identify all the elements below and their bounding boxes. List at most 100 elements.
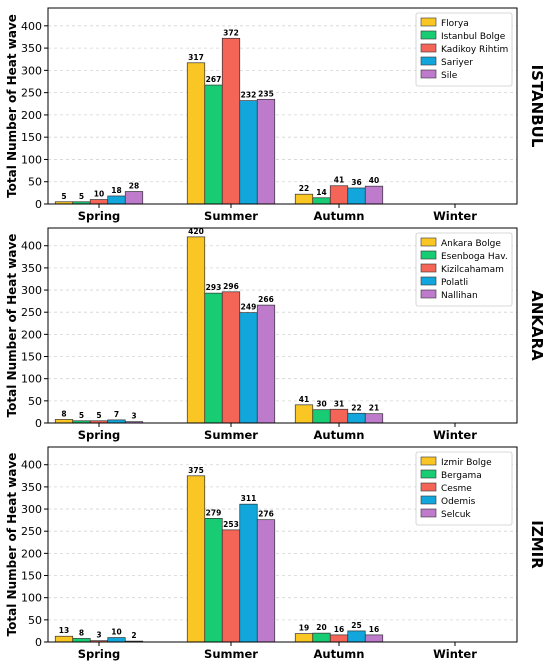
bar	[364, 634, 384, 643]
bar	[221, 291, 241, 424]
bar	[312, 409, 331, 424]
data-label: 249	[241, 303, 257, 312]
y-tick-label: 350	[21, 481, 42, 494]
data-label: 7	[114, 410, 119, 419]
y-tick-label: 50	[28, 614, 42, 627]
bar	[239, 100, 258, 205]
bar	[89, 199, 109, 205]
legend-label: Bergama	[441, 471, 482, 481]
legend-swatch	[420, 495, 437, 505]
bar	[364, 413, 384, 424]
data-label: 41	[334, 176, 344, 185]
y-tick-label: 350	[21, 262, 42, 275]
legend-swatch	[420, 17, 437, 27]
x-tick-label: Summer	[204, 647, 258, 661]
data-label: 3	[96, 631, 101, 640]
y-axis-label: Total Number of Heat wave	[5, 453, 19, 637]
bar	[329, 408, 349, 424]
data-label: 22	[351, 403, 361, 412]
x-tick-label: Autumn	[314, 647, 365, 661]
legend-label: Esenboga Hav.	[441, 252, 508, 262]
legend-label: Florya	[441, 19, 469, 29]
legend-swatch	[420, 69, 437, 79]
bar	[186, 62, 206, 205]
data-label: 311	[241, 494, 257, 503]
legend-swatch	[420, 263, 437, 273]
bar	[124, 191, 144, 205]
panel-label: ANKARA	[528, 290, 546, 361]
bar	[364, 185, 384, 205]
y-tick-label: 250	[21, 525, 42, 538]
bar	[294, 404, 314, 424]
legend-label: Selcuk	[441, 510, 471, 520]
y-tick-label: 250	[21, 306, 42, 319]
legend-swatch	[420, 30, 437, 40]
y-tick-label: 0	[35, 198, 42, 211]
panel-label: IZMIR	[528, 520, 546, 569]
data-label: 5	[79, 411, 84, 420]
bar	[294, 193, 314, 205]
legend-label: Polatli	[441, 278, 468, 288]
y-tick-label: 100	[21, 153, 42, 166]
bar	[294, 633, 314, 643]
legend-swatch	[420, 482, 437, 492]
legend: Ankara Bolge Esenboga Hav. Kizilcahamam Pol…	[415, 232, 513, 307]
y-tick-label: 200	[21, 328, 42, 341]
data-label: 293	[206, 283, 222, 292]
x-tick-label: Winter	[433, 428, 477, 442]
x-tick-label: Winter	[433, 209, 477, 223]
y-tick-label: 0	[35, 417, 42, 430]
data-label: 36	[351, 178, 361, 187]
x-tick-label: Spring	[78, 428, 121, 442]
data-label: 8	[61, 409, 66, 418]
data-label: 279	[206, 508, 222, 517]
data-label: 20	[316, 623, 326, 632]
legend-swatch	[420, 43, 437, 53]
y-tick-label: 400	[21, 20, 42, 33]
y-tick-label: 50	[28, 176, 42, 189]
legend-label: Ankara Bolge	[441, 239, 501, 249]
y-tick-label: 300	[21, 284, 42, 297]
data-label: 18	[111, 186, 121, 195]
data-label: 232	[241, 91, 257, 100]
bar	[221, 529, 241, 643]
panel-label: ISTANBUL	[528, 65, 546, 148]
x-tick-label: Spring	[78, 647, 121, 661]
data-label: 14	[316, 188, 326, 197]
legend-swatch	[420, 237, 437, 247]
y-tick-label: 50	[28, 395, 42, 408]
bar	[186, 236, 206, 424]
data-label: 266	[258, 295, 274, 304]
legend-label: Istanbul Bolge	[441, 32, 506, 42]
legend-swatch	[420, 456, 437, 466]
data-label: 16	[369, 625, 379, 634]
data-label: 235	[258, 89, 274, 98]
legend-swatch	[420, 508, 437, 518]
bar	[107, 637, 126, 643]
bar	[204, 292, 223, 424]
legend-label: Kadikoy Rihtim	[441, 45, 508, 55]
data-label: 276	[258, 510, 274, 519]
bar	[72, 638, 91, 643]
data-label: 40	[369, 176, 379, 185]
data-label: 8	[79, 628, 84, 637]
y-axis-label: Total Number of Heat wave	[5, 14, 19, 198]
y-tick-label: 100	[21, 592, 42, 605]
y-tick-label: 250	[21, 87, 42, 100]
legend-label: Nallihan	[441, 291, 478, 301]
data-label: 372	[223, 28, 239, 37]
legend-label: Odemis	[441, 497, 476, 507]
y-tick-label: 150	[21, 351, 42, 364]
bar	[256, 519, 276, 643]
data-label: 317	[188, 53, 204, 62]
legend-swatch	[420, 56, 437, 66]
data-label: 13	[59, 626, 69, 635]
x-tick-label: Autumn	[314, 209, 365, 223]
legend-swatch	[420, 469, 437, 479]
y-tick-label: 150	[21, 570, 42, 583]
x-tick-label: Summer	[204, 428, 258, 442]
legend-label: Kizilcahamam	[441, 265, 504, 275]
data-label: 21	[369, 404, 379, 413]
y-tick-label: 150	[21, 131, 42, 144]
